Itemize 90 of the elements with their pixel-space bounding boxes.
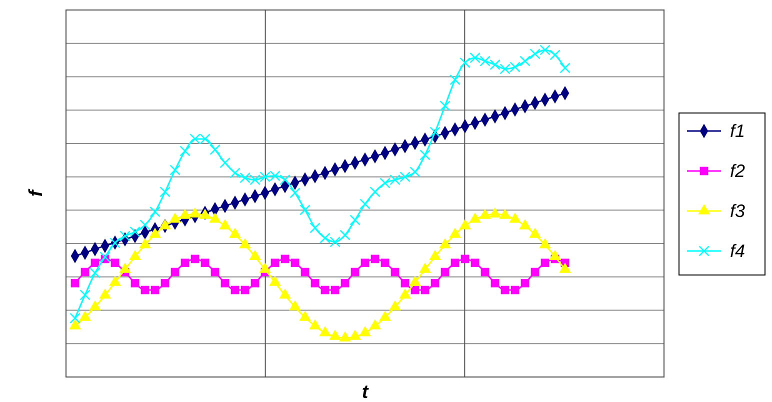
point	[80, 268, 90, 276]
point	[380, 258, 390, 268]
point	[240, 286, 250, 294]
point	[140, 286, 150, 294]
point	[170, 164, 180, 176]
point	[150, 286, 160, 294]
point	[350, 214, 360, 226]
point	[210, 144, 220, 156]
point	[380, 178, 390, 188]
point	[280, 254, 290, 264]
point	[270, 258, 280, 268]
point	[510, 286, 520, 294]
point	[220, 157, 230, 168]
point	[530, 268, 540, 276]
point	[300, 268, 310, 276]
point	[500, 286, 510, 294]
point	[90, 258, 100, 268]
point	[530, 48, 540, 60]
point	[280, 174, 290, 186]
point	[150, 206, 160, 218]
point	[290, 188, 300, 198]
point	[450, 74, 460, 86]
point	[80, 290, 90, 300]
point	[130, 226, 140, 238]
point	[440, 268, 450, 276]
point	[550, 50, 560, 60]
point	[480, 56, 490, 66]
point	[90, 268, 100, 278]
point	[480, 268, 490, 276]
point	[230, 286, 240, 294]
point	[160, 186, 170, 198]
point	[490, 59, 500, 70]
point	[360, 258, 370, 268]
point	[470, 258, 480, 268]
point	[330, 236, 340, 248]
point	[520, 56, 530, 66]
point	[400, 278, 410, 288]
point	[230, 168, 240, 178]
point	[370, 254, 380, 264]
point	[460, 254, 470, 264]
point	[180, 146, 190, 156]
point	[130, 278, 140, 288]
point	[430, 278, 440, 288]
point	[120, 230, 130, 242]
point	[340, 278, 350, 288]
point	[430, 126, 440, 138]
point	[310, 278, 320, 288]
point	[410, 166, 420, 178]
point	[110, 258, 120, 268]
point	[210, 268, 220, 276]
legend-label: f4	[730, 241, 746, 261]
point	[170, 268, 180, 276]
point	[460, 57, 470, 68]
legend-label: f3	[730, 201, 746, 221]
point	[470, 52, 480, 64]
point	[250, 278, 260, 288]
point	[300, 204, 310, 216]
point	[420, 286, 430, 294]
legend-label: f1	[730, 121, 746, 141]
point	[540, 44, 550, 56]
point	[190, 254, 200, 264]
point	[490, 278, 500, 288]
point	[370, 186, 380, 198]
point	[540, 258, 550, 268]
point	[220, 278, 230, 288]
point	[320, 286, 330, 294]
point	[290, 258, 300, 268]
point	[70, 312, 80, 324]
legend-label: f2	[730, 161, 746, 181]
point	[420, 150, 430, 160]
point	[440, 100, 450, 112]
x-axis-title: t	[362, 382, 369, 402]
point	[350, 268, 360, 276]
point	[560, 62, 570, 74]
point	[140, 220, 150, 230]
point	[100, 252, 110, 262]
point	[360, 198, 370, 210]
point	[180, 258, 190, 268]
point	[110, 238, 120, 248]
point	[310, 222, 320, 234]
point	[320, 232, 330, 244]
point	[340, 230, 350, 240]
point	[70, 278, 80, 288]
point	[160, 278, 170, 288]
point	[390, 268, 400, 276]
point	[200, 258, 210, 268]
point	[520, 278, 530, 288]
y-axis-title: f	[26, 188, 47, 197]
point	[450, 258, 460, 268]
point	[330, 286, 340, 294]
